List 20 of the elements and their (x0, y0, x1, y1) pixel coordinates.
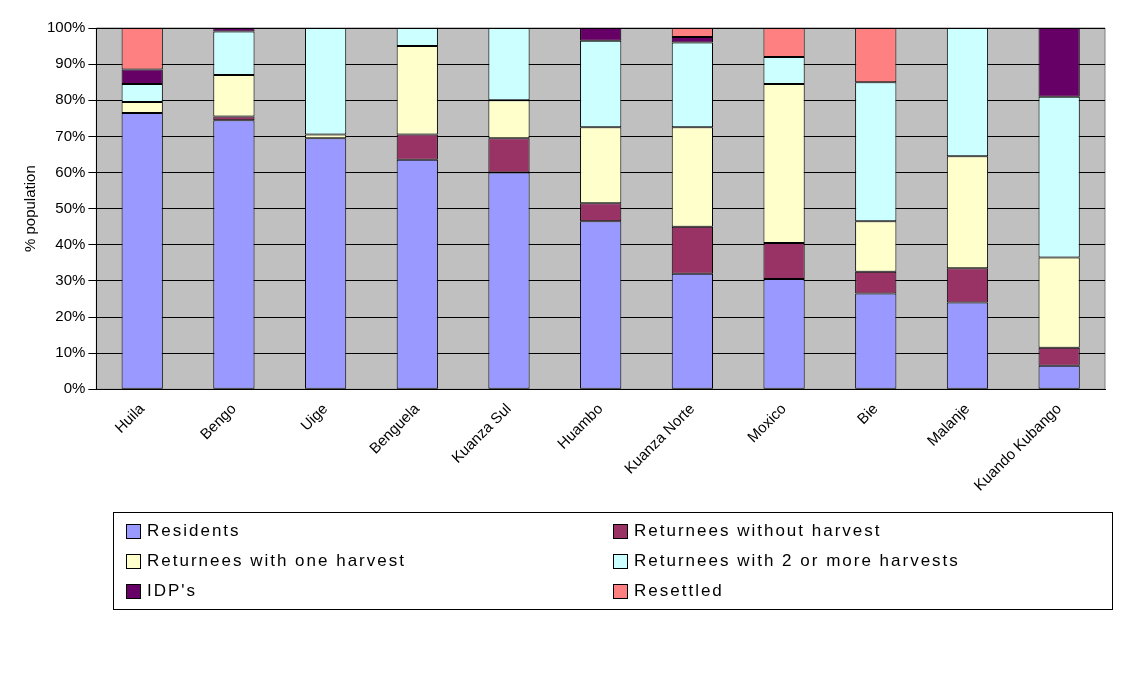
y-tick-label: 30% (55, 271, 86, 289)
y-tick-label: 40% (55, 234, 86, 252)
y-tick-label: 50% (55, 198, 86, 216)
y-tick-label: 20% (55, 307, 86, 325)
x-tick-label: Uige (296, 399, 331, 434)
y-tick-label: 90% (55, 54, 86, 72)
legend-label: Returnees with one harvest (147, 551, 406, 571)
y-tick-label: 80% (55, 90, 86, 108)
y-tick-label: 70% (55, 126, 86, 144)
y-tick-label: 60% (55, 162, 86, 180)
legend-label: IDP's (147, 581, 198, 601)
legend-label: Returnees with 2 or more harvests (634, 551, 960, 571)
y-tick-label: 100% (46, 18, 86, 36)
legend-label: Returnees without harvest (634, 521, 882, 541)
y-tick-label: 10% (55, 343, 86, 361)
y-axis-title: % population (21, 165, 39, 253)
x-tick-label: Bie (853, 399, 881, 428)
y-tick-label: 0% (63, 379, 86, 397)
legend-label: Resettled (634, 581, 724, 601)
legend-label: Residents (147, 521, 241, 541)
